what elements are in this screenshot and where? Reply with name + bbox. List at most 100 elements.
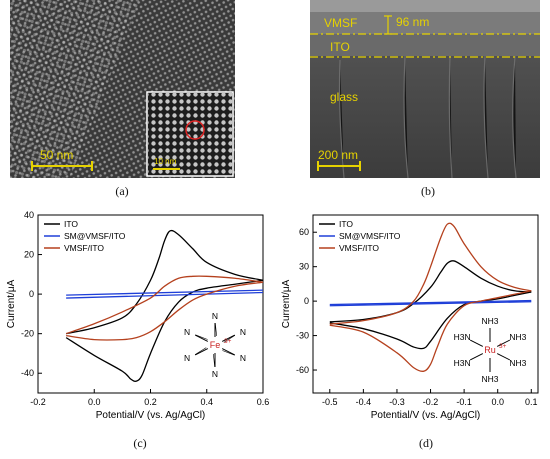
legend-label: VMSF/ITO: [64, 243, 104, 253]
caption-c: (c): [133, 436, 147, 450]
y-axis-label: Current/μA: [6, 279, 17, 328]
ligand-label: N: [184, 327, 190, 337]
plot-frame: [312, 214, 539, 394]
series-line-d-0-backward: [329, 291, 532, 350]
bond-line: [223, 335, 236, 343]
thickness-marker: [384, 15, 392, 35]
series-line-d-2-backward: [329, 290, 532, 372]
x-tick-label: -0.5: [322, 397, 338, 407]
metal-charge-label: 3+: [224, 338, 232, 345]
y-tick-label: 30: [299, 262, 309, 272]
bond-line: [221, 348, 236, 356]
ligand-label: N: [240, 353, 246, 363]
bond-line: [213, 353, 215, 368]
bond-line: [215, 322, 217, 337]
bond-line: [194, 334, 209, 342]
ligand-label: N: [184, 353, 190, 363]
series-line-c-0-forward: [65, 229, 264, 335]
legend-label: ITO: [64, 219, 78, 229]
complex-structure-icon: NH3 NH3 H3N NH3 H3N NH3 Ru 3+: [454, 316, 527, 384]
layer-label-ito: ITO: [330, 40, 350, 54]
bond-line: [194, 348, 209, 356]
caption-b: (b): [421, 184, 435, 198]
bond-line: [194, 347, 207, 355]
caption-a: (a): [115, 184, 129, 198]
series-line-d-0-forward: [329, 260, 532, 323]
x-tick-label: -0.2: [423, 397, 439, 407]
legend-label: VMSF/ITO: [339, 243, 379, 253]
y-tick-label: 0: [29, 289, 34, 299]
bond-line: [469, 353, 484, 361]
sem-image-panel-b: VMSF 96 nm ITO glass 200 nm: [310, 0, 540, 178]
bond-line: [222, 350, 235, 356]
scale-bar-a: [31, 161, 93, 171]
y-axis-label: Current/μA: [281, 279, 292, 328]
ligand-label: NH3: [509, 332, 526, 342]
bond-line: [496, 353, 511, 361]
layer-label-glass: glass: [330, 90, 359, 104]
x-tick-label: 0.0: [88, 397, 101, 407]
x-tick-label: 0.0: [491, 397, 504, 407]
tem-inset: [146, 91, 234, 177]
bond-line: [195, 334, 208, 340]
y-tick-label: -30: [296, 331, 309, 341]
hexagon-marker-icon: [185, 120, 205, 140]
ligand-label: N: [212, 311, 218, 321]
metal-center-label: Fe: [210, 340, 221, 350]
scale-bar-b-label: 200 nm: [318, 148, 359, 162]
x-tick-label: 0.4: [200, 397, 213, 407]
series-line-c-1-backward: [66, 291, 264, 299]
series-line-c-1-forward: [66, 289, 264, 296]
ligand-label: N: [240, 327, 246, 337]
series-line-c-2-backward: [66, 281, 264, 341]
series-line-d-2-forward: [329, 222, 532, 325]
metal-charge-label: 3+: [499, 343, 507, 350]
x-axis-label: Potential/V (vs. Ag/AgCl): [371, 410, 481, 421]
complex-structure-icon: N N N N N N Fe 3+: [184, 311, 246, 379]
x-axis-label: Potential/V (vs. Ag/AgCl): [96, 410, 206, 421]
x-tick-label: -0.3: [389, 397, 405, 407]
thickness-label: 96 nm: [396, 15, 430, 29]
legend-label: SM@VMSF/ITO: [64, 231, 126, 241]
legend-label: ITO: [339, 219, 353, 229]
y-tick-label: -60: [296, 365, 309, 375]
tem-image-panel-a: 50 nm 10 nm: [10, 0, 235, 178]
layer-label-vmsf: VMSF: [324, 16, 358, 30]
y-tick-label: 40: [24, 210, 34, 220]
cv-chart-c: -0.2 0.0 0.2 0.4 0.6 -40 -20 0 20 40 Potential/V (…: [6, 210, 270, 421]
scale-bar-a-label: 50 nm: [40, 148, 74, 162]
scale-bar-b: [317, 161, 361, 171]
bond-line: [221, 334, 236, 342]
bond-line: [496, 339, 511, 347]
ligand-label: H3N: [454, 332, 471, 342]
series-line-d-1-forward: [329, 299, 532, 306]
x-tick-label: -0.2: [30, 397, 46, 407]
y-tick-label: 20: [24, 250, 34, 260]
x-tick-label: -0.1: [456, 397, 472, 407]
y-tick-label: -20: [21, 329, 34, 339]
y-tick-label: 0: [304, 296, 309, 306]
sem-image: [310, 0, 540, 178]
y-tick-label: 60: [299, 227, 309, 237]
inset-scale-bar-label: 10 nm: [154, 157, 177, 166]
x-tick-label: 0.6: [257, 397, 270, 407]
caption-d: (d): [419, 436, 433, 450]
y-tick-label: -40: [21, 368, 34, 378]
ligand-label: N: [212, 369, 218, 379]
legend-label: SM@VMSF/ITO: [339, 231, 401, 241]
ligand-label: NH3: [481, 316, 498, 326]
metal-center-label: Ru: [484, 345, 496, 355]
series-line-c-2-forward: [65, 275, 264, 335]
plot-frame: [37, 214, 264, 394]
series-line-c-0-backward: [65, 279, 264, 382]
ligand-label: NH3: [509, 358, 526, 368]
x-tick-label: -0.4: [356, 397, 372, 407]
cv-chart-d: -0.5 -0.4 -0.3 -0.2 -0.1 0.0 0.1 -60 -30 0 30 60 Pot…: [281, 214, 539, 421]
tem-image: [10, 0, 235, 178]
x-tick-label: 0.1: [525, 397, 538, 407]
series-line-d-1-backward: [329, 301, 532, 307]
bond-line: [469, 339, 484, 347]
ligand-label: H3N: [454, 358, 471, 368]
ligand-label: NH3: [481, 374, 498, 384]
x-tick-label: 0.2: [144, 397, 157, 407]
